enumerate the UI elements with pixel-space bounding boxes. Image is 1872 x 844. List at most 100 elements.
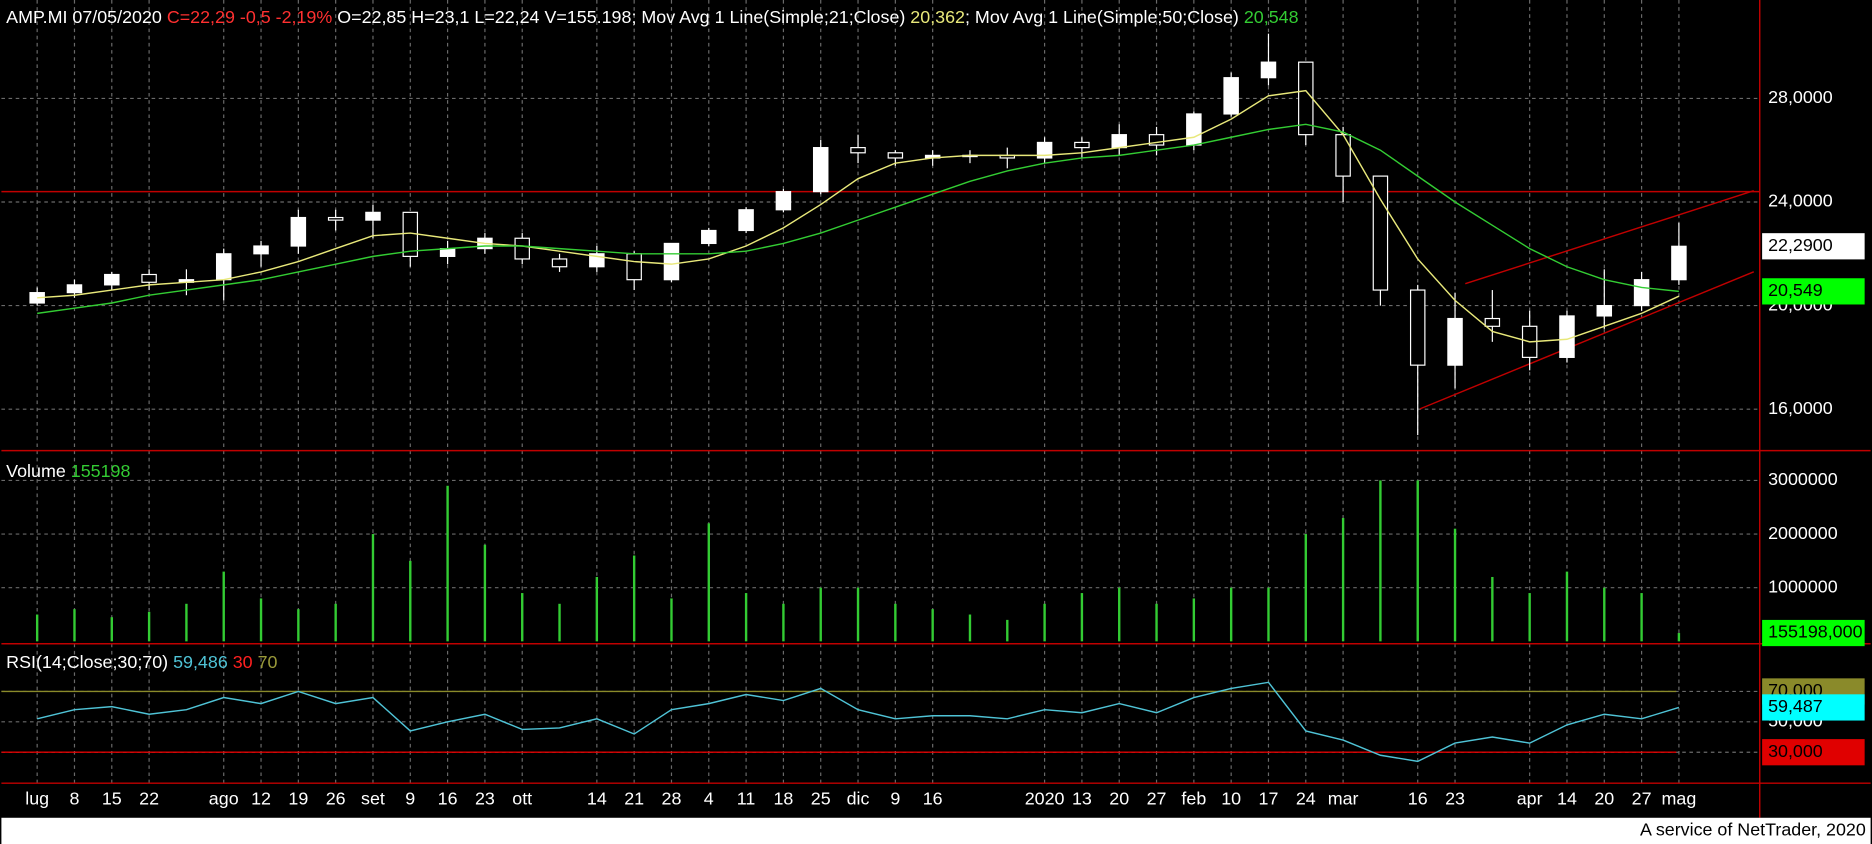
volume-bar [1304,534,1307,642]
price-header: AMP.MI 07/05/2020 C=22,29 -0,5 -2,19% O=… [6,7,1298,27]
candle-body [1372,175,1389,291]
candle-body [141,273,157,283]
y-tick-label: 3000000 [1768,469,1838,489]
pane-value: 59,486 [173,652,228,672]
trend-line [1465,190,1754,285]
volume-bar [185,603,188,642]
volume-bar [1080,593,1084,642]
volume-header: Volume 155198 [6,461,130,481]
level-label: 70 [258,652,278,672]
x-tick-label: 21 [624,789,644,809]
candle-body [327,216,344,221]
volume-bar [371,534,375,642]
x-tick-label: 12 [251,789,271,809]
tick-box [1762,739,1865,766]
moving-average-line [37,123,1679,315]
x-tick-label: 18 [773,789,793,809]
x-tick-label: 19 [288,789,308,809]
candle-body [1559,315,1575,358]
volume-bar [856,587,860,642]
value-box-label: 59,487 [1768,696,1823,716]
volume-bar [968,614,972,642]
x-tick-label: 13 [1072,789,1092,809]
volume-bar [1640,593,1643,642]
candle-body [1186,113,1202,146]
x-tick-label: feb [1181,789,1206,809]
footer-strip [1,817,1871,844]
candle-body [439,248,456,257]
value-box [1762,694,1865,721]
volume-bar [1603,587,1606,642]
x-tick-label: 23 [475,789,495,809]
volume-bar [73,609,76,642]
x-tick-label: 10 [1221,789,1241,809]
volume-bar [632,555,636,642]
candle-body [104,273,120,286]
y-tick-label: 1000000 [1768,576,1838,596]
x-tick-label: 28 [662,789,682,809]
x-tick-label: 17 [1259,789,1279,809]
candle-body [551,258,568,268]
candle-body [738,209,754,232]
volume-bar [1416,480,1419,642]
volume-bar [147,611,151,642]
y-tick-label: 30,000 [1768,741,1823,761]
volume-bar [483,544,487,642]
volume-bar [744,593,748,642]
volume-bar [110,617,113,642]
value-box [1762,278,1865,305]
candle-body [365,211,381,221]
y-tick-label: 16,0000 [1768,398,1833,418]
x-tick-label: 16 [438,789,458,809]
volume-bar [1006,619,1009,642]
candle-body [850,147,866,154]
candle-body [1148,134,1165,146]
x-tick-label: set [361,789,385,809]
x-tick-label: ago [209,789,239,809]
volume-bar [446,485,449,642]
x-tick-label: 8 [69,789,79,809]
x-tick-label: 20 [1109,789,1129,809]
legend-entry: ; Mov Avg 1 Line(Simple;50;Close) [965,7,1239,27]
volume-bar [409,560,412,642]
x-tick-label: 22 [139,789,159,809]
candle-body [812,147,829,193]
pane-title: Volume [6,461,66,481]
quote: C=22,29 -0,5 -2,19% [167,7,333,27]
y-tick-label: 24,0000 [1768,191,1833,211]
marks [1,33,1760,763]
x-tick-label: 16 [923,789,943,809]
x-tick-label: ott [512,789,532,809]
volume-bar [1491,576,1494,642]
footer: A service of NetTrader, 2020 [1640,820,1866,840]
x-tick-label: 14 [1557,789,1577,809]
candle-body [514,237,530,260]
candle-body [626,253,642,281]
volume-bar [819,587,822,642]
volume-bar [259,598,263,642]
volume-bar [707,523,710,642]
value-box [1762,619,1865,647]
volume-bar [1192,598,1196,642]
x-tick-label: mar [1328,789,1359,809]
volume-bar [558,603,561,642]
x-tick-label: 16 [1408,789,1428,809]
volume-bar [1379,480,1382,642]
x-tick-label: 26 [326,789,346,809]
legend-value: 20,362 [910,7,965,27]
volume-bar [35,614,39,642]
ohlcv: O=22,85 H=23,1 L=22,24 V=155.198 [337,7,631,27]
axis: lug 8 15 22 ago 12 19 26 set 9 16 23 ott 14 21 28 4 11 18 2… [25,87,1865,809]
x-tick-label: 27 [1147,789,1167,809]
rsi-header: RSI(14;Close;30;70) 59,486 30 70 [6,652,277,672]
x-tick-label: 23 [1445,789,1465,809]
candle-body [1447,317,1463,366]
x-tick-label: 24 [1296,789,1316,809]
trend-line [1419,271,1755,410]
volume-bar [1155,603,1158,642]
x-tick-label: 20 [1594,789,1614,809]
legend-entry: ; Mov Avg 1 Line(Simple;21;Close) [631,7,905,27]
level-label: 30 [233,652,253,672]
value-box-label: 22,2900 [1768,235,1833,255]
